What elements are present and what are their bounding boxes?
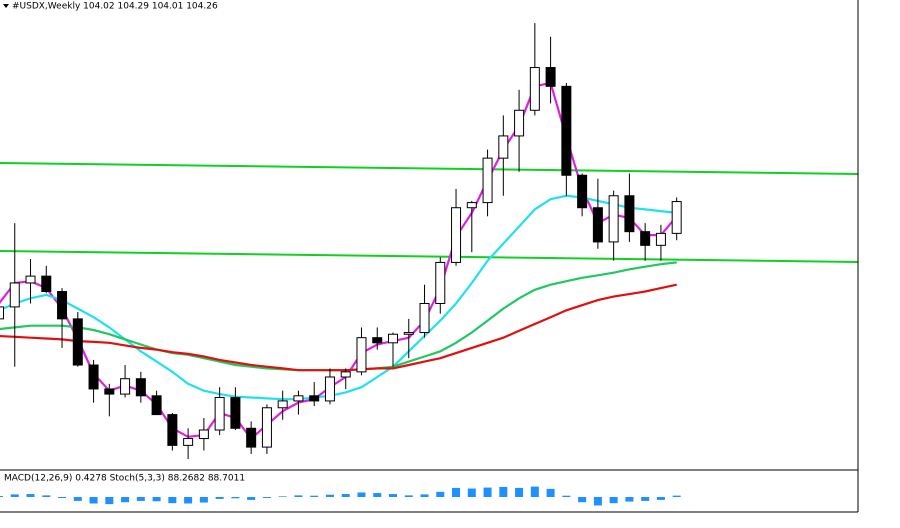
macd-bar	[215, 497, 224, 499]
menu-arrow[interactable]	[3, 4, 9, 8]
macd-bar	[404, 495, 413, 497]
candle-body	[419, 302, 430, 334]
candle-body	[167, 414, 178, 446]
trend-line	[0, 162, 859, 175]
candle-body	[451, 207, 462, 263]
macd-bar	[168, 497, 177, 504]
candle-body	[198, 429, 209, 440]
macd-bar	[152, 497, 161, 502]
plot-layer	[0, 23, 682, 506]
macd-bar	[625, 497, 634, 502]
chart-title: #USDX,Weekly 104.02 104.29 104.01 104.26	[12, 2, 218, 12]
candle-body	[324, 376, 335, 402]
macd-bar	[184, 497, 193, 504]
candle-body	[403, 332, 414, 335]
candle-body	[57, 291, 68, 320]
macd-bar	[325, 494, 334, 497]
macd-bar	[641, 497, 650, 501]
macd-bar	[578, 497, 587, 503]
candle-body	[671, 201, 682, 234]
macd-bar	[467, 488, 476, 497]
indicator-title: MACD(12,26,9) 0.4278 Stoch(5,3,3) 88.268…	[4, 474, 245, 484]
moving-average	[0, 194, 677, 401]
macd-bar	[105, 497, 114, 505]
candle-body	[72, 318, 83, 366]
candle-body	[41, 275, 52, 293]
macd-bar	[483, 487, 492, 497]
macd-bar	[199, 497, 208, 503]
macd-bar	[562, 495, 571, 497]
trend-line	[0, 250, 859, 263]
macd-bar	[420, 494, 429, 497]
macd-bar	[310, 495, 319, 497]
macd-bar	[247, 497, 256, 500]
macd-bar	[0, 496, 3, 497]
candle-body	[25, 275, 36, 284]
macd-bar	[452, 487, 461, 497]
macd-bar	[672, 495, 681, 497]
candle-body	[608, 195, 619, 243]
candle-body	[561, 85, 572, 176]
candle-body	[592, 207, 603, 243]
macd-bar	[357, 492, 366, 497]
moving-average	[0, 283, 677, 372]
macd-bar	[499, 486, 508, 497]
candle-body	[577, 174, 588, 209]
candle-body	[545, 67, 556, 87]
candle-body	[293, 395, 304, 402]
candle-body	[372, 337, 383, 344]
candle-body	[246, 427, 257, 448]
macd-bar	[436, 491, 445, 497]
macd-bar	[656, 497, 665, 500]
candle-body	[183, 438, 194, 446]
macd-bar	[373, 493, 382, 497]
candle-body	[388, 333, 398, 344]
macd-bar	[89, 497, 98, 504]
candle-body	[640, 231, 651, 246]
candle-body	[214, 397, 225, 431]
candle-body	[120, 378, 131, 395]
macd-bar	[10, 494, 19, 497]
macd-bar	[546, 488, 555, 497]
candle-body	[0, 306, 4, 320]
candle-body	[230, 397, 241, 429]
candle-body	[435, 261, 446, 304]
candle-body	[88, 364, 99, 390]
macd-bar	[262, 497, 271, 498]
candle-body	[529, 67, 540, 111]
macd-bar	[341, 494, 350, 497]
candle-body	[466, 202, 477, 209]
candle-body	[261, 407, 272, 448]
candle-body	[624, 195, 635, 233]
macd-bar	[389, 494, 397, 497]
candle-body	[9, 282, 20, 308]
candle-body	[482, 157, 493, 204]
macd-bar	[609, 497, 618, 504]
macd-bar	[530, 486, 539, 497]
candle-body	[340, 371, 351, 378]
macd-bar	[294, 495, 303, 497]
macd-bar	[593, 497, 602, 506]
macd-bar	[42, 495, 51, 497]
macd-bar	[121, 497, 130, 503]
macd-bar	[231, 497, 240, 499]
candle-body	[277, 400, 288, 409]
candle-body	[356, 337, 367, 373]
candle-body	[655, 232, 666, 246]
macd-bar	[58, 497, 67, 498]
candle-body	[498, 135, 509, 159]
candle-body	[514, 109, 525, 137]
macd-bar	[136, 497, 145, 501]
macd-bar	[515, 487, 524, 497]
macd-bar	[26, 494, 35, 497]
candle-body	[135, 378, 146, 397]
candle-body	[104, 388, 115, 395]
macd-bar	[73, 497, 82, 501]
candle-body	[151, 395, 162, 416]
macd-bar	[278, 496, 287, 497]
candle-body	[309, 395, 320, 402]
